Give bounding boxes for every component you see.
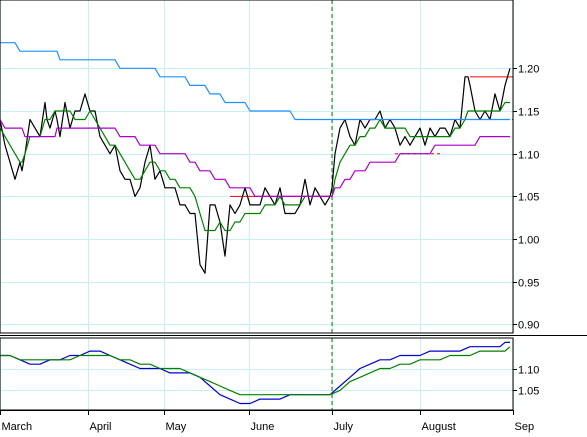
- main-price-panel: 1.20 1.15 1.10 1.05 1.00 0.95 0.90: [0, 0, 539, 334]
- series-line-indicator-green: [0, 346, 511, 396]
- y-tick-label: 1.05: [518, 192, 539, 204]
- main-plot-frame: [0, 0, 514, 334]
- indicator-series: [0, 341, 511, 405]
- x-tick-label: Sep: [515, 421, 535, 433]
- x-tick-label: July: [334, 421, 354, 433]
- x-tick-label: April: [90, 421, 112, 433]
- y-tick-label: 1.10: [518, 150, 539, 162]
- y-tick-label: 0.90: [518, 320, 539, 332]
- x-tick-label: June: [251, 421, 275, 433]
- y-tick-label: 1.20: [518, 64, 539, 76]
- series-line-price: [0, 68, 511, 274]
- y-tick-label: 1.00: [518, 235, 539, 247]
- main-series: [0, 42, 511, 274]
- indicator-y-axis: 1.10 1.05: [513, 365, 539, 398]
- y-tick-label: 1.05: [518, 386, 539, 398]
- y-tick-label: 1.10: [518, 365, 539, 377]
- series-line-ma-medium: [0, 119, 510, 197]
- series-line-indicator-blue: [0, 341, 510, 405]
- y-tick-label: 1.15: [518, 107, 539, 119]
- main-y-axis: 1.20 1.15 1.10 1.05 1.00 0.95 0.90: [513, 64, 539, 332]
- x-axis: March April May June July August Sep: [0, 410, 534, 433]
- x-tick-label: August: [422, 421, 456, 433]
- series-line-ma-short: [0, 101, 510, 232]
- series-line-ma-long: [0, 42, 510, 121]
- x-tick-label: March: [2, 421, 33, 433]
- y-tick-label: 0.95: [518, 278, 539, 290]
- x-tick-label: May: [166, 421, 187, 433]
